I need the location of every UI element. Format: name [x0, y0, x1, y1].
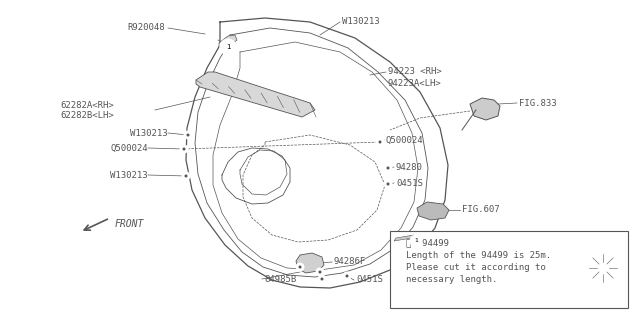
Text: 0451S: 0451S: [356, 276, 383, 284]
Text: W130213: W130213: [110, 171, 148, 180]
Circle shape: [346, 275, 349, 277]
FancyBboxPatch shape: [390, 231, 628, 308]
Circle shape: [318, 275, 326, 283]
Circle shape: [410, 235, 422, 247]
Text: 94286F: 94286F: [334, 258, 366, 267]
Text: FIG.833: FIG.833: [519, 99, 557, 108]
Circle shape: [186, 133, 189, 137]
Circle shape: [296, 263, 304, 271]
Text: necessary length.: necessary length.: [406, 276, 497, 284]
Circle shape: [387, 166, 390, 170]
Circle shape: [182, 148, 186, 150]
Circle shape: [316, 268, 324, 276]
Circle shape: [180, 145, 188, 153]
Text: 1: 1: [414, 238, 418, 244]
Polygon shape: [394, 235, 414, 241]
Circle shape: [321, 277, 323, 281]
Circle shape: [184, 174, 188, 178]
Circle shape: [184, 131, 192, 139]
Polygon shape: [470, 98, 500, 120]
Polygon shape: [196, 72, 315, 117]
Circle shape: [220, 39, 236, 55]
Text: R920048: R920048: [127, 23, 165, 33]
Circle shape: [384, 164, 392, 172]
Text: FIG.607: FIG.607: [462, 205, 500, 214]
Text: 94223A<LH>: 94223A<LH>: [388, 78, 442, 87]
Polygon shape: [296, 253, 324, 273]
Text: Q500024: Q500024: [110, 143, 148, 153]
Text: 94223 <RH>: 94223 <RH>: [388, 68, 442, 76]
Text: 84985B: 84985B: [264, 275, 296, 284]
Circle shape: [298, 266, 301, 268]
Circle shape: [343, 272, 351, 280]
Text: 0451S: 0451S: [396, 179, 423, 188]
Text: ①  94499: ① 94499: [406, 238, 449, 247]
Text: 94280: 94280: [396, 163, 423, 172]
Circle shape: [378, 140, 381, 143]
Polygon shape: [417, 202, 449, 220]
Text: FRONT: FRONT: [115, 219, 145, 229]
Circle shape: [319, 270, 321, 274]
Text: W130213: W130213: [131, 129, 168, 138]
Circle shape: [376, 138, 384, 146]
Text: 1: 1: [226, 44, 230, 50]
Circle shape: [384, 180, 392, 188]
Text: 62282B<LH>: 62282B<LH>: [60, 111, 114, 121]
Circle shape: [182, 172, 190, 180]
Text: Please cut it according to: Please cut it according to: [406, 263, 546, 273]
Circle shape: [387, 182, 390, 186]
Polygon shape: [219, 35, 237, 47]
Text: Q500024: Q500024: [386, 135, 424, 145]
Text: 62282A<RH>: 62282A<RH>: [60, 100, 114, 109]
Text: W130213: W130213: [342, 18, 380, 27]
Text: A941001306: A941001306: [574, 301, 624, 310]
Text: Length of the 94499 is 25m.: Length of the 94499 is 25m.: [406, 252, 551, 260]
